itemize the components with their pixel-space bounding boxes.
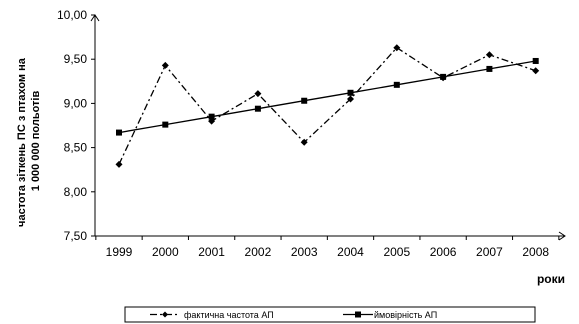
diamond-marker xyxy=(254,90,262,98)
diamond-marker xyxy=(161,61,169,69)
chart-series xyxy=(115,44,540,168)
y-tick-label: 8,50 xyxy=(64,141,88,155)
diamond-marker xyxy=(347,95,354,103)
legend-items: фактична частота АП ймовірність АП xyxy=(150,310,437,320)
legend-label: фактична частота АП xyxy=(184,310,274,320)
legend: фактична частота АП ймовірність АП xyxy=(124,306,536,323)
x-tick-label: 2002 xyxy=(245,245,272,259)
square-marker xyxy=(254,105,261,112)
series-2 xyxy=(116,57,539,136)
y-tick-label: 8,00 xyxy=(64,185,88,199)
x-tick-label: 2004 xyxy=(337,245,364,259)
square-marker xyxy=(208,113,215,120)
series-line xyxy=(118,60,536,134)
y-axis-label-line-2: 1 000 000 польотів xyxy=(30,91,42,192)
diamond-marker xyxy=(300,138,308,146)
square-marker xyxy=(440,73,447,80)
square-marker xyxy=(393,81,400,88)
diamond-marker xyxy=(162,311,168,318)
y-axis-label: частота зіткень ПС з птахом на 1 000 000… xyxy=(16,55,42,227)
x-axis-label: роки xyxy=(537,272,565,286)
legend-label: ймовірність АП xyxy=(374,310,437,320)
square-marker xyxy=(116,129,122,136)
x-tick-label: 2008 xyxy=(522,245,549,259)
y-tick-label: 7,50 xyxy=(64,229,88,243)
square-marker xyxy=(486,65,493,72)
legend-box xyxy=(124,306,536,323)
x-tick-label: 1999 xyxy=(106,245,133,259)
square-marker xyxy=(355,311,361,318)
diamond-marker xyxy=(485,51,493,59)
y-tick-label: 9,50 xyxy=(64,52,88,66)
x-tick-label: 2000 xyxy=(152,245,179,259)
x-axis-arrow xyxy=(558,231,566,241)
square-marker xyxy=(532,57,539,64)
x-tick-label: 2005 xyxy=(383,245,410,259)
chart-axes xyxy=(90,14,566,241)
series-1 xyxy=(115,44,540,168)
x-tick-label: 2006 xyxy=(430,245,457,259)
series-line xyxy=(118,46,536,165)
diamond-marker xyxy=(115,160,123,168)
diamond-marker xyxy=(532,67,540,75)
y-axis-label-line-1: частота зіткень ПС з птахом на xyxy=(16,57,28,227)
square-marker xyxy=(347,89,354,96)
legend-item-2: ймовірність АП xyxy=(343,310,437,320)
y-tick-label: 10,00 xyxy=(57,8,87,22)
x-tick-label: 2007 xyxy=(476,245,503,259)
legend-item-1: фактична частота АП xyxy=(150,310,274,320)
y-tick-label: 9,00 xyxy=(64,96,88,110)
square-marker xyxy=(301,97,308,104)
y-tick-labels: 7,50 8,00 8,50 9,00 9,50 10,00 xyxy=(57,8,87,243)
square-marker xyxy=(162,121,169,128)
x-tick-labels: 1999 2000 2001 2002 2003 2004 2005 2006 2007 2008 xyxy=(106,245,550,259)
x-tick-label: 2003 xyxy=(291,245,318,259)
diamond-marker xyxy=(393,44,401,52)
x-tick-label: 2001 xyxy=(198,245,225,259)
